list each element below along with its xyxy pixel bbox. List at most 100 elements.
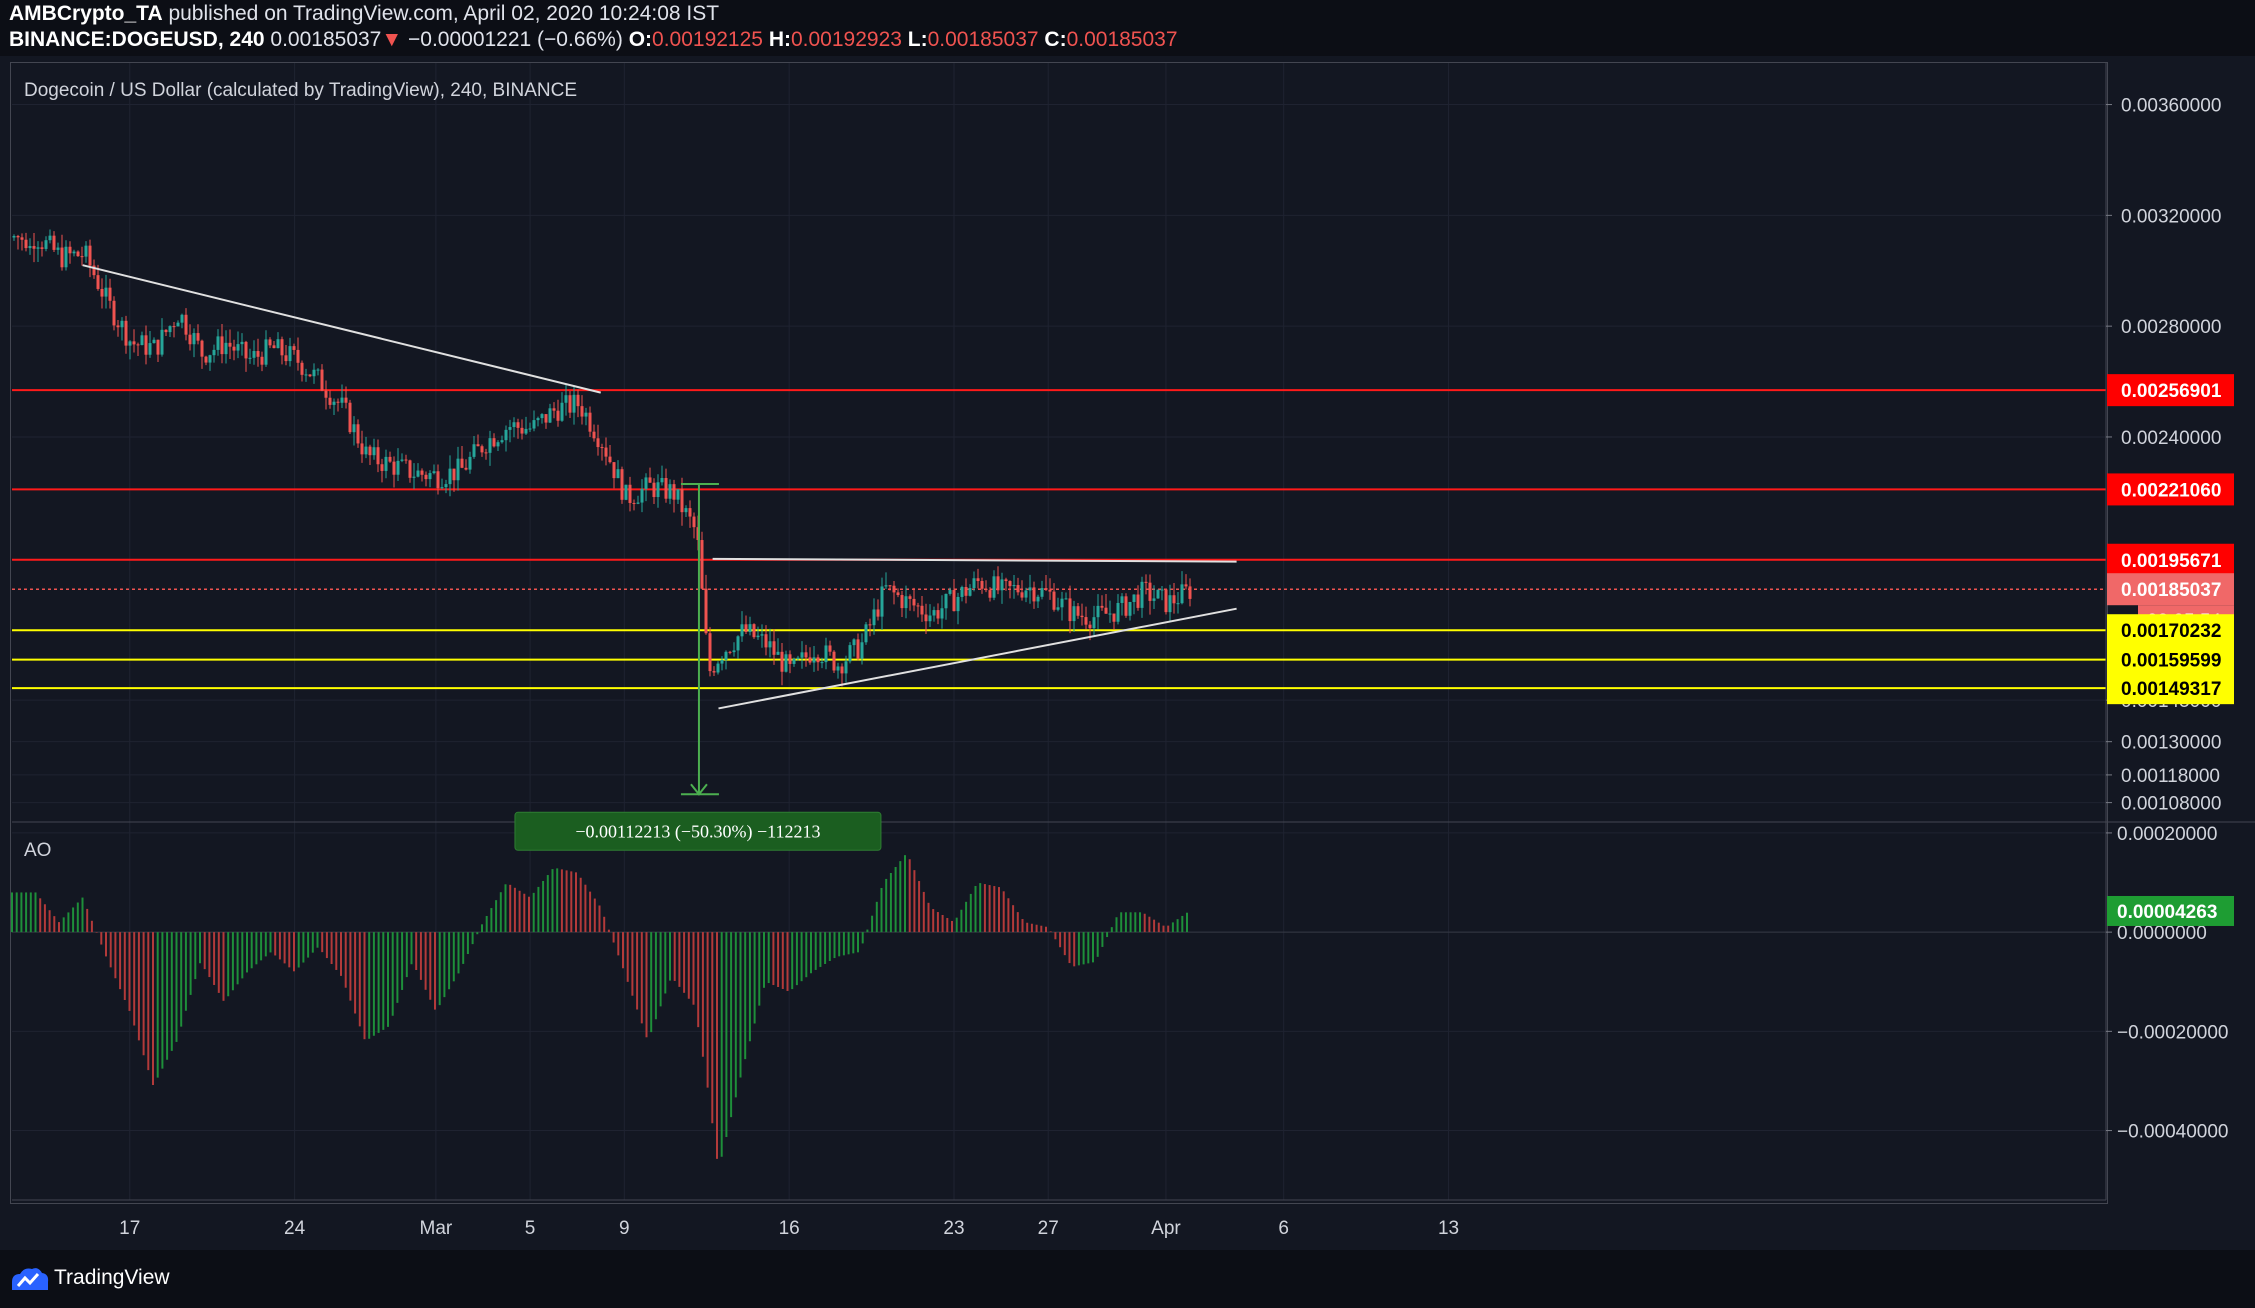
candle-body [792,658,796,664]
candle-body [808,657,812,663]
publish-header: AMBCrypto_TA published on TradingView.co… [0,0,2255,56]
chart-canvas[interactable]: −0.00112213 (−50.30%) −112213 17 24 Mar 5 9 1… [0,0,2255,1250]
price-tag-box [2107,543,2234,576]
low-label: L: [907,28,928,51]
time-tick-label: 6 [1278,1218,1289,1239]
candle-body [984,588,988,591]
candle-body [404,459,408,461]
candle-body [220,336,224,355]
candle-body [1056,607,1060,610]
candle-body [848,645,852,662]
ao-tick-label: −0.00020000 [2117,1022,2228,1043]
candle-body [772,641,776,655]
candle-body [604,447,608,457]
candle-body [160,329,164,355]
candle-body [1108,613,1112,615]
candle-body [52,235,56,250]
candle-body [92,265,96,276]
candle-body [536,418,540,421]
candle-body [1184,584,1188,587]
candle-body [408,460,412,478]
candle-body [60,247,64,268]
candle-body [832,651,836,671]
candle-body [520,427,524,434]
candle-body [636,502,640,504]
candle-body [1016,585,1020,593]
trendlines [82,264,1237,710]
candle-body [668,484,672,499]
candle-body [676,489,680,500]
candle-body [860,642,864,659]
candle-body [692,516,696,528]
candle-body [420,470,424,475]
axes: 17 24 Mar 5 9 16 23 27 Apr 6 13 0.00360000 0.0032000… [12,63,2228,1239]
candle-body [360,443,364,455]
candle-body [1052,591,1056,610]
candle-body [364,446,368,455]
trendline [718,607,1237,710]
candle-body [720,659,724,664]
candle-body [164,329,168,333]
candle-body [32,246,36,249]
candle-body [836,666,840,671]
candle-body [680,489,684,513]
candle-body [932,610,936,616]
candle-body [868,624,872,626]
candle-body [1156,589,1160,599]
candle-body [936,610,940,619]
candle-body [900,595,904,609]
candle-body [108,287,112,301]
candle-body [260,356,264,365]
candle-body [156,339,160,355]
candle-body [816,657,820,663]
candle-body [320,369,324,391]
candle-body [972,578,976,589]
candle-body [1048,589,1052,592]
candle-body [664,478,668,499]
time-tick-label: Apr [1151,1218,1181,1239]
awesome-oscillator-bars [11,855,1188,1159]
candle-body [924,614,928,622]
candle-body [524,428,528,434]
trendline [712,557,1237,563]
candle-body [892,585,896,593]
candle-body [540,414,544,419]
candle-body [48,235,52,241]
candle-body [1084,617,1088,625]
candle-body [140,335,144,346]
candle-body [44,240,48,249]
candle-body [1160,589,1164,591]
candle-body [744,624,748,632]
candle-body [1120,596,1124,603]
price-tag-label: 0.00170232 [2121,621,2221,642]
candle-body [632,502,636,504]
symbol-label[interactable]: BINANCE:DOGEUSD, 240 [9,28,265,51]
candle-body [1020,592,1024,598]
author-name[interactable]: AMBCrypto_TA [9,2,163,25]
candle-body [196,333,200,341]
candle-body [1088,624,1092,629]
candle-body [236,344,240,351]
candle-body [856,639,860,659]
candle-body [584,412,588,417]
candle-body [1152,598,1156,601]
candle-body [964,587,968,596]
price-tick-label: 0.00240000 [2121,428,2221,449]
candle-body [484,452,488,454]
tradingview-logo-icon[interactable] [10,1264,50,1292]
candle-body [324,390,328,398]
open-label: O: [628,28,653,51]
tradingview-brand[interactable]: TradingView [54,1266,170,1289]
candle-body [684,508,688,513]
time-tick-label: 17 [119,1218,140,1239]
candle-body [940,608,944,619]
candle-body [956,596,960,612]
candle-body [132,341,136,345]
candle-body [716,663,720,673]
candle-body [752,624,756,638]
candle-body [428,473,432,480]
price-tag-label: 0.00195671 [2121,551,2222,572]
candle-body [1012,585,1016,587]
candle-body [1044,588,1048,590]
candle-body [1008,581,1012,587]
